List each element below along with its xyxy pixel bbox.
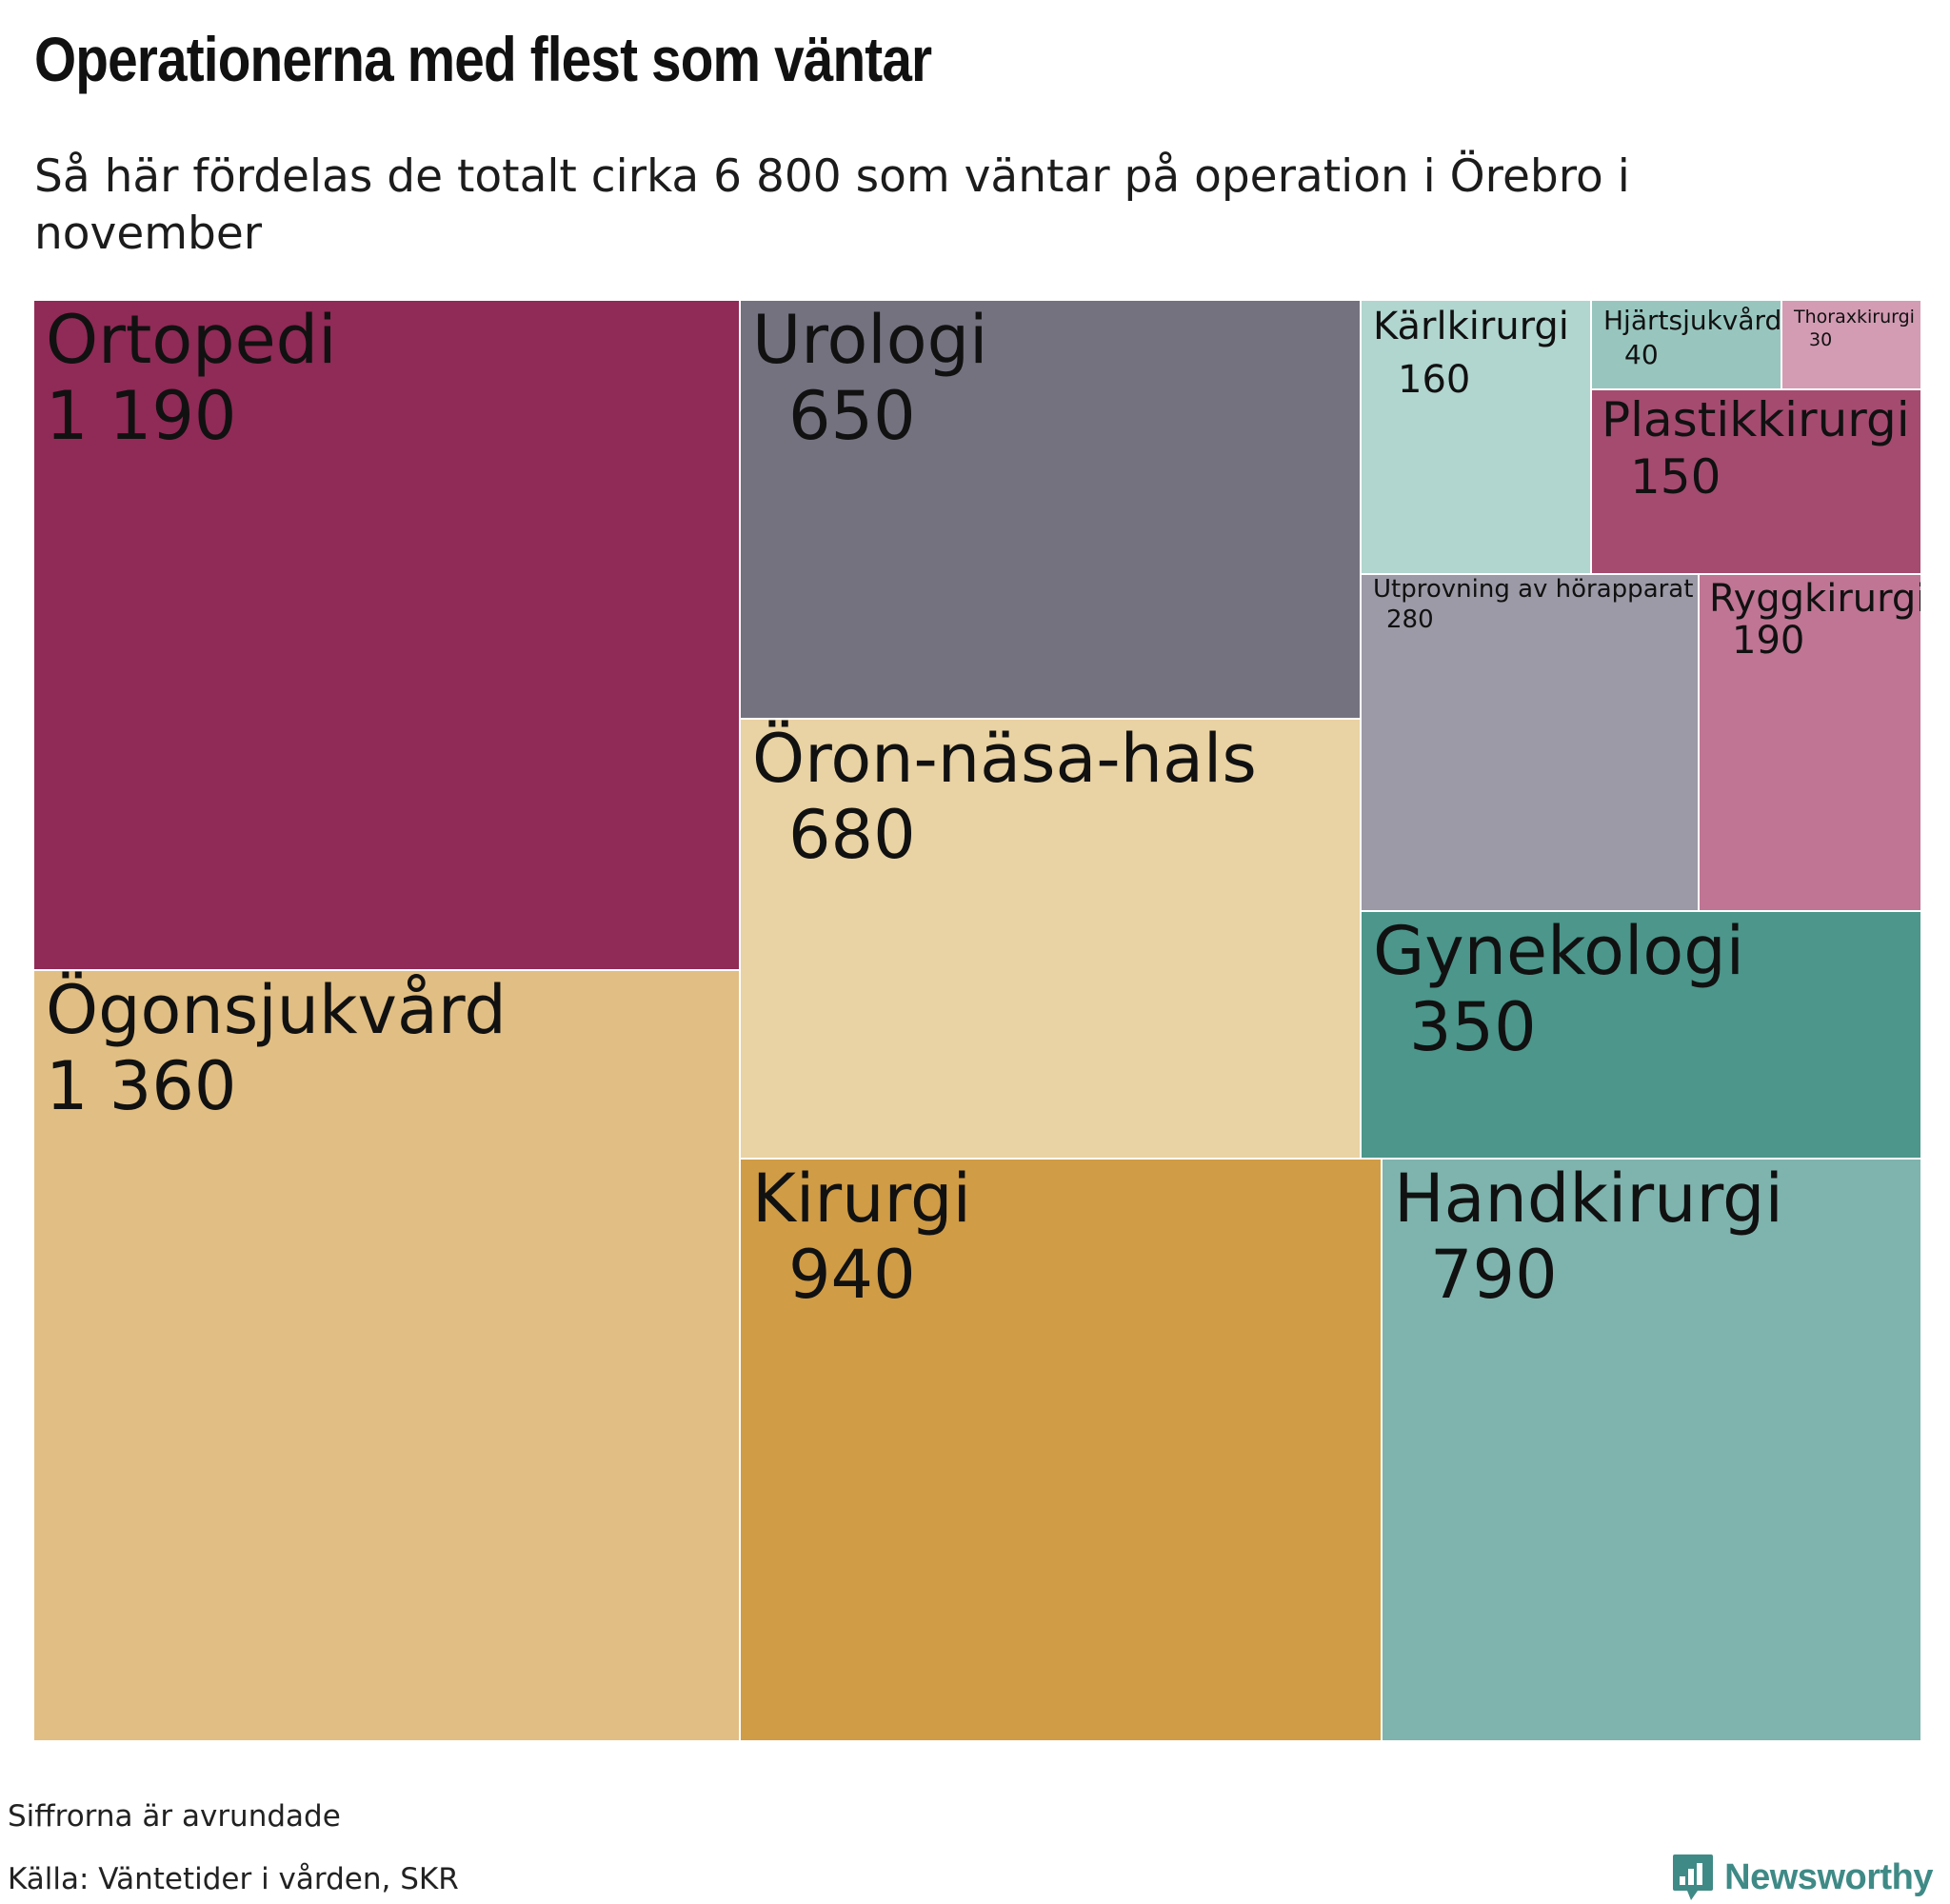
treemap-cell-oron-nasa-hals: Öron-näsa-hals 680: [741, 720, 1362, 1160]
treemap-label: Plastikkirurgi: [1602, 392, 1910, 447]
treemap-label: Ryggkirurgi: [1709, 577, 1922, 621]
treemap-cell-karlkirurgi: Kärlkirurgi 160: [1362, 301, 1592, 575]
treemap-cell-utprovning-av-horapparat: Utprovning av hörapparat 280: [1362, 575, 1700, 912]
treemap-value: 940: [788, 1236, 916, 1314]
treemap-label: Urologi: [752, 301, 988, 379]
treemap-value: 160: [1398, 358, 1471, 402]
treemap-value: 680: [788, 796, 916, 874]
newsworthy-chart-bubble-icon: [1673, 1854, 1714, 1900]
treemap-label: Ögonsjukvård: [46, 971, 507, 1049]
chart-subtitle: Så här fördelas de totalt cirka 6 800 so…: [34, 150, 1630, 260]
treemap-label: Gynekologi: [1373, 912, 1745, 990]
treemap-cell-handkirurgi: Handkirurgi 790: [1383, 1160, 1922, 1742]
treemap-label: Ortopedi: [46, 301, 337, 379]
treemap-label: Utprovning av hörapparat: [1373, 575, 1694, 604]
treemap-value: 190: [1732, 619, 1805, 663]
treemap-label: Handkirurgi: [1394, 1160, 1783, 1238]
treemap-cell-hjartsjukvard: Hjärtsjukvård 40: [1592, 301, 1782, 390]
footnote: Siffrorna är avrundade: [8, 1799, 341, 1834]
treemap-label: Hjärtsjukvård: [1603, 305, 1782, 336]
treemap-cell-ortopedi: Ortopedi 1 190: [34, 301, 741, 971]
treemap-cell-kirurgi: Kirurgi 940: [741, 1160, 1383, 1742]
treemap-cell-gynekologi: Gynekologi 350: [1362, 912, 1922, 1160]
treemap-value: 150: [1630, 449, 1721, 505]
brand-name: Newsworthy: [1724, 1856, 1933, 1897]
treemap-cell-urologi: Urologi 650: [741, 301, 1362, 720]
treemap-value: 1 190: [46, 377, 237, 455]
treemap-value: 30: [1809, 329, 1833, 350]
treemap-label: Kärlkirurgi: [1373, 305, 1569, 348]
chart-title: Operationerna med flest som väntar: [34, 24, 932, 94]
treemap-value: 790: [1430, 1236, 1558, 1314]
treemap-value: 350: [1409, 988, 1537, 1066]
treemap-value: 650: [788, 377, 916, 455]
treemap-value: 40: [1624, 339, 1659, 370]
treemap: Ortopedi 1 190 Ögonsjukvård 1 360 Urologi 650…: [34, 301, 1922, 1742]
treemap-label: Thoraxkirurgi: [1794, 307, 1915, 327]
treemap-label: Öron-näsa-hals: [752, 720, 1257, 798]
treemap-cell-ogonsjukvard: Ögonsjukvård 1 360: [34, 971, 741, 1742]
treemap-cell-ryggkirurgi: Ryggkirurgi 190: [1700, 575, 1922, 912]
treemap-label: Kirurgi: [752, 1160, 971, 1238]
treemap-cell-plastikkirurgi: Plastikkirurgi 150: [1592, 390, 1922, 575]
brand-logo: Newsworthy: [1671, 1853, 1933, 1902]
treemap-value: 280: [1386, 605, 1434, 634]
treemap-value: 1 360: [46, 1047, 237, 1125]
treemap-cell-thoraxkirurgi: Thoraxkirurgi 30: [1782, 301, 1922, 390]
source-note: Källa: Väntetider i vården, SKR: [8, 1862, 459, 1896]
